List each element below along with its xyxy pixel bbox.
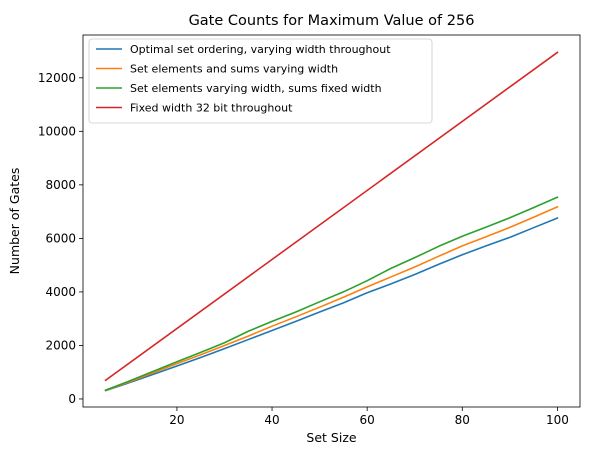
- legend-box: [88, 38, 433, 124]
- y-tick-label: 4000: [45, 285, 76, 299]
- y-tick-label: 6000: [45, 231, 76, 245]
- y-tick-label: 12000: [38, 71, 76, 85]
- x-tick-label: 100: [546, 413, 569, 427]
- y-tick-label: 10000: [38, 124, 76, 138]
- series-line-1: [104, 217, 559, 392]
- series-line-4: [104, 51, 559, 382]
- chart-title: Gate Counts for Maximum Value of 256: [189, 13, 475, 29]
- legend-label: Fixed width 32 bit throughout: [130, 102, 293, 115]
- y-axis-label: Number of Gates: [7, 168, 22, 275]
- legend: Optimal set ordering, varying width thro…: [88, 38, 433, 124]
- legend-label: Set elements varying width, sums fixed w…: [130, 82, 382, 95]
- legend-label: Optimal set ordering, varying width thro…: [130, 43, 391, 56]
- x-tick-label: 40: [264, 413, 279, 427]
- series-line-3: [104, 196, 559, 392]
- series-layer: [104, 51, 559, 392]
- plot-frame: [82, 34, 581, 408]
- x-tick-label: 80: [455, 413, 470, 427]
- y-tick-label: 8000: [45, 178, 76, 192]
- y-tick-label: 0: [68, 392, 76, 406]
- y-axis: 0 2000 4000 6000 8000 10000 12000: [38, 71, 83, 406]
- legend-label: Set elements and sums varying width: [130, 63, 338, 76]
- y-tick-label: 2000: [45, 338, 76, 352]
- series-line-2: [104, 205, 559, 392]
- x-axis-label: Set Size: [306, 430, 356, 445]
- x-axis: 20 40 60 80 100: [169, 407, 569, 427]
- x-tick-label: 20: [169, 413, 184, 427]
- x-tick-label: 60: [360, 413, 375, 427]
